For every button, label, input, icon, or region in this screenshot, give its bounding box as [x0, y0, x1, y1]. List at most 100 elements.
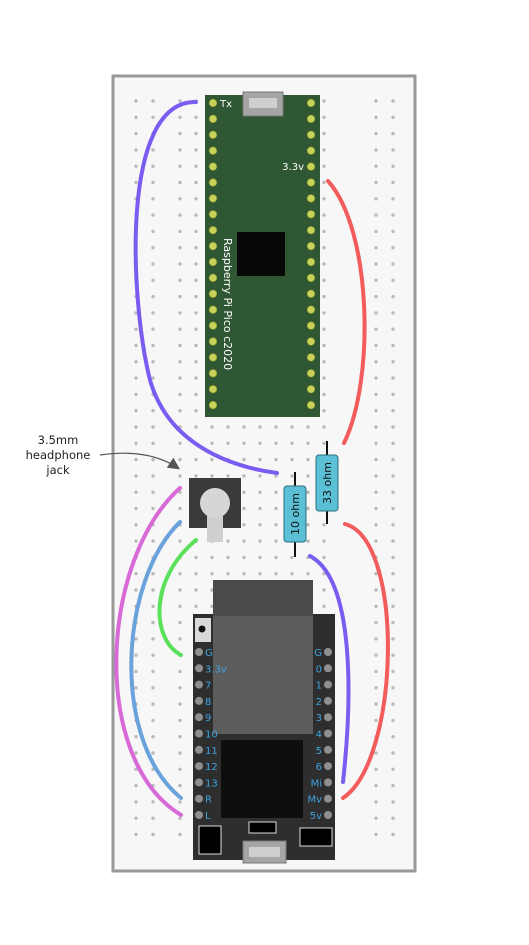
breadboard-hole — [374, 588, 378, 592]
breadboard-hole — [178, 474, 182, 478]
breadboard-hole — [322, 555, 326, 560]
breadboard-hole — [226, 425, 230, 429]
breadboard-hole — [391, 555, 395, 560]
breadboard-hole — [178, 262, 182, 266]
breadboard-hole — [258, 457, 262, 462]
breadboard-hole — [258, 539, 262, 543]
pico-pin — [306, 321, 316, 330]
pico-pin — [208, 385, 218, 394]
breadboard-hole — [194, 294, 198, 299]
breadboard-hole — [322, 115, 326, 120]
breadboard-hole — [242, 506, 246, 511]
dac-header-block — [213, 580, 313, 616]
breadboard-hole — [178, 360, 182, 364]
breadboard-hole — [374, 392, 378, 397]
breadboard-hole — [391, 506, 395, 511]
breadboard-hole — [391, 800, 395, 804]
breadboard-hole — [194, 213, 198, 217]
pico-pin — [208, 146, 218, 155]
breadboard-hole — [391, 311, 395, 315]
breadboard-hole — [178, 539, 182, 543]
breadboard-hole — [151, 360, 155, 364]
breadboard-hole — [274, 506, 278, 511]
breadboard-hole — [134, 588, 138, 592]
dac-left-pin — [195, 762, 203, 771]
breadboard-hole — [391, 213, 395, 217]
breadboard-hole — [210, 604, 214, 608]
breadboard-hole — [194, 229, 198, 234]
breadboard-hole — [391, 99, 395, 103]
breadboard-hole — [178, 506, 182, 511]
breadboard-hole — [178, 115, 182, 120]
breadboard-hole — [258, 523, 262, 527]
breadboard-hole — [374, 490, 378, 494]
breadboard-hole — [391, 718, 395, 723]
breadboard-hole — [210, 425, 214, 429]
breadboard-hole — [134, 816, 138, 820]
breadboard-hole — [151, 539, 155, 543]
breadboard-hole — [151, 751, 155, 755]
breadboard-hole — [134, 131, 138, 136]
breadboard-hole — [322, 197, 326, 201]
breadboard-hole — [274, 457, 278, 462]
breadboard-hole — [210, 457, 214, 462]
breadboard-hole — [391, 832, 395, 837]
breadboard-hole — [391, 457, 395, 462]
breadboard-hole — [374, 180, 378, 185]
breadboard-hole — [194, 409, 198, 413]
breadboard-hole — [391, 523, 395, 527]
breadboard-hole — [226, 441, 230, 445]
dac-small-component — [248, 821, 277, 834]
breadboard-hole — [194, 327, 198, 331]
dac-usb-inner — [249, 847, 280, 857]
breadboard-hole — [151, 620, 155, 625]
breadboard-hole — [391, 588, 395, 592]
breadboard-hole — [258, 441, 262, 445]
breadboard-hole — [391, 783, 395, 788]
breadboard-hole — [322, 409, 326, 413]
breadboard-hole — [151, 278, 155, 282]
breadboard-hole — [134, 376, 138, 380]
breadboard-hole — [391, 360, 395, 364]
breadboard-hole — [178, 131, 182, 136]
breadboard-hole — [391, 327, 395, 331]
breadboard-hole — [194, 457, 198, 462]
dac-module — [213, 616, 313, 734]
breadboard-hole — [151, 702, 155, 706]
breadboard-hole — [151, 457, 155, 462]
breadboard-hole — [391, 376, 395, 380]
breadboard-hole — [151, 148, 155, 152]
breadboard-hole — [134, 751, 138, 755]
breadboard-hole — [151, 588, 155, 592]
pico-pin — [208, 130, 218, 139]
breadboard-hole — [374, 148, 378, 152]
breadboard-hole — [134, 669, 138, 674]
breadboard-hole — [274, 490, 278, 494]
breadboard-hole — [374, 246, 378, 250]
resistor-33-ohm-label: 33 ohm — [321, 462, 334, 504]
dac-left-pin-label: G — [205, 648, 213, 659]
breadboard-hole — [178, 343, 182, 348]
breadboard-hole — [178, 311, 182, 315]
dac-left-pin-label: 3.3v — [205, 664, 227, 675]
dac-right-pin-label: 0 — [316, 664, 322, 675]
breadboard-hole — [151, 572, 155, 576]
breadboard-hole — [391, 653, 395, 657]
pico-pin — [208, 321, 218, 330]
breadboard-hole — [242, 490, 246, 494]
breadboard-hole — [178, 751, 182, 755]
breadboard-hole — [242, 425, 246, 429]
pico-pin — [208, 162, 218, 171]
breadboard-hole — [151, 637, 155, 641]
breadboard-hole — [151, 490, 155, 494]
breadboard-hole — [178, 816, 182, 820]
breadboard-hole — [290, 425, 294, 429]
resistor-10-ohm-label: 10 ohm — [289, 493, 302, 535]
breadboard-hole — [322, 572, 326, 576]
breadboard-hole — [290, 441, 294, 445]
breadboard-hole — [151, 735, 155, 739]
breadboard-hole — [134, 457, 138, 462]
breadboard-hole — [178, 457, 182, 462]
breadboard-hole — [151, 164, 155, 168]
breadboard-hole — [194, 555, 198, 560]
